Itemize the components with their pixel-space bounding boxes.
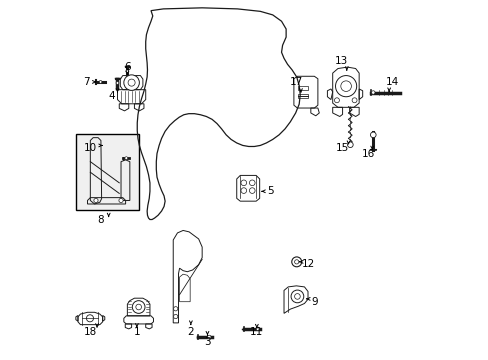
Circle shape bbox=[371, 91, 374, 94]
Text: 3: 3 bbox=[203, 337, 210, 347]
Circle shape bbox=[340, 81, 351, 91]
Circle shape bbox=[116, 82, 119, 84]
Circle shape bbox=[124, 157, 127, 159]
Circle shape bbox=[123, 75, 139, 90]
Text: 8: 8 bbox=[98, 215, 104, 225]
Circle shape bbox=[256, 327, 259, 330]
Circle shape bbox=[173, 314, 178, 319]
Circle shape bbox=[94, 198, 98, 203]
Circle shape bbox=[126, 70, 128, 73]
Bar bbox=[76, 134, 139, 210]
Text: 12: 12 bbox=[301, 259, 314, 269]
Circle shape bbox=[99, 81, 102, 83]
Circle shape bbox=[241, 180, 246, 186]
Circle shape bbox=[335, 76, 356, 97]
Text: 15: 15 bbox=[335, 143, 348, 153]
Circle shape bbox=[128, 79, 135, 86]
Text: 4: 4 bbox=[108, 91, 115, 101]
Circle shape bbox=[207, 335, 210, 339]
Text: 7: 7 bbox=[83, 77, 90, 87]
Text: 17: 17 bbox=[289, 77, 303, 87]
Text: 5: 5 bbox=[267, 186, 274, 196]
Text: 1: 1 bbox=[133, 327, 140, 337]
Text: 13: 13 bbox=[334, 56, 347, 66]
Circle shape bbox=[291, 257, 301, 267]
Text: 9: 9 bbox=[311, 297, 318, 307]
Circle shape bbox=[119, 198, 123, 203]
Circle shape bbox=[173, 307, 178, 311]
Text: 2: 2 bbox=[187, 327, 194, 337]
Text: 18: 18 bbox=[83, 327, 97, 337]
Circle shape bbox=[351, 98, 356, 103]
Text: 11: 11 bbox=[250, 327, 263, 337]
Circle shape bbox=[249, 188, 255, 193]
Text: 10: 10 bbox=[83, 143, 96, 153]
Circle shape bbox=[347, 142, 352, 148]
Circle shape bbox=[334, 98, 339, 103]
Circle shape bbox=[290, 290, 303, 303]
Text: 16: 16 bbox=[361, 149, 375, 158]
Text: 6: 6 bbox=[124, 62, 130, 72]
Circle shape bbox=[370, 132, 375, 138]
Circle shape bbox=[294, 294, 300, 299]
Circle shape bbox=[249, 180, 255, 186]
Circle shape bbox=[294, 260, 298, 264]
Text: 14: 14 bbox=[385, 77, 399, 87]
Circle shape bbox=[241, 188, 246, 193]
